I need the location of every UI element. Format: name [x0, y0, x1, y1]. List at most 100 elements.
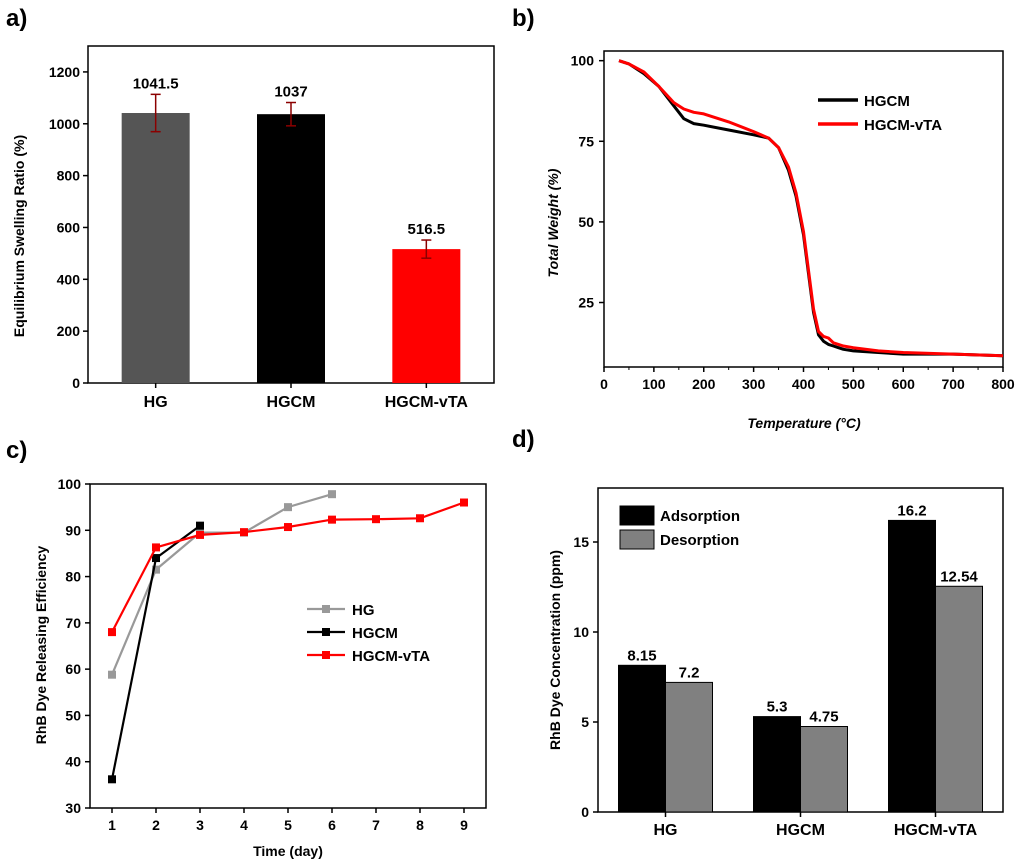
legend-label: HGCM — [352, 625, 398, 642]
xtick-label-b: 600 — [892, 376, 916, 392]
data-point-hgcm — [152, 554, 160, 563]
bar-adsorption-hgcm — [753, 716, 801, 813]
xlabel-b: Temperature (°C) — [747, 415, 861, 431]
ytick-label-c: 90 — [65, 522, 81, 538]
data-label: 516.5 — [408, 221, 446, 238]
data-point-hg — [108, 670, 116, 679]
xtick-label-c: 4 — [240, 817, 248, 833]
data-label: 8.15 — [627, 647, 656, 664]
ytick-label-c: 80 — [65, 569, 81, 585]
xtick-label-b: 0 — [600, 376, 608, 392]
legend-label: HGCM-vTA — [864, 117, 942, 134]
ytick-label-a: 600 — [57, 219, 81, 235]
xtick-label-b: 100 — [642, 376, 666, 392]
ytick-label-c: 70 — [65, 615, 81, 631]
xtick-label-c: 1 — [108, 817, 116, 833]
ytick-label-d: 15 — [573, 534, 589, 550]
category-label: HGCM — [267, 394, 316, 411]
xtick-label-c: 8 — [416, 817, 424, 833]
legend-label: Desorption — [660, 532, 739, 549]
ytick-label-b: 50 — [578, 214, 594, 230]
data-label: 7.2 — [679, 664, 700, 681]
panel-label-a: a) — [6, 5, 27, 32]
data-point-hgcm-vta — [372, 515, 380, 524]
ylabel-b: Total Weight (%) — [545, 168, 561, 277]
data-point-hgcm — [108, 775, 116, 784]
plot-frame-b — [603, 50, 1004, 368]
data-point-hgcm — [196, 521, 204, 530]
bar-hgcm-vta — [392, 249, 461, 383]
ylabel-c: RhB Dye Releasing Efficiency — [33, 546, 49, 745]
data-point-hgcm-vta — [240, 528, 248, 537]
category-label: HG — [654, 822, 678, 839]
xlabel-c: Time (day) — [253, 843, 323, 859]
ytick-label-a: 1000 — [49, 116, 80, 132]
ytick-label-a: 0 — [72, 375, 80, 391]
data-label: 12.54 — [940, 568, 978, 585]
category-label: HGCM-vTA — [894, 822, 978, 839]
bar-hgcm — [257, 114, 325, 384]
data-label: 5.3 — [767, 699, 788, 716]
ytick-label-c: 50 — [65, 707, 81, 723]
panel-label-c: c) — [6, 437, 27, 464]
data-label: 16.2 — [897, 502, 926, 519]
data-point-hgcm-vta — [328, 515, 336, 524]
data-point-hg — [328, 490, 336, 499]
data-label: 1041.5 — [133, 75, 179, 92]
ylabel-a: Equilibrium Swelling Ratio (%) — [11, 135, 27, 337]
xtick-label-b: 800 — [991, 376, 1015, 392]
data-point-hgcm-vta — [460, 498, 468, 507]
bar-adsorption-hgcm-vta — [888, 519, 936, 813]
xtick-label-b: 300 — [742, 376, 766, 392]
data-point-hgcm-vta — [196, 530, 204, 539]
data-label: 1037 — [274, 84, 307, 101]
series-line-hgcm-vta — [111, 501, 465, 633]
xtick-label-c: 6 — [328, 817, 336, 833]
data-point-hgcm-vta — [416, 514, 424, 523]
legend-marker-hg — [322, 605, 330, 613]
ytick-label-c: 40 — [65, 754, 81, 770]
ytick-label-a: 800 — [57, 168, 81, 184]
xtick-label-b: 400 — [792, 376, 816, 392]
category-label: HGCM — [776, 822, 825, 839]
xtick-label-c: 3 — [196, 817, 204, 833]
xtick-label-c: 9 — [460, 817, 468, 833]
xtick-label-c: 7 — [372, 817, 380, 833]
ytick-label-b: 100 — [571, 53, 595, 69]
ytick-label-c: 60 — [65, 661, 81, 677]
legend-swatch-adsorption — [619, 505, 655, 526]
category-label: HG — [144, 394, 168, 411]
ytick-label-b: 75 — [578, 133, 594, 149]
panel-d-concentration-chart: 0 5 10 15 8.15 7.2 HG 5.3 4.75 HGCM 16.2 12.54 HGCM-… — [573, 487, 1004, 839]
xtick-label-c: 5 — [284, 817, 292, 833]
bar-desorption-hgcm-vta — [935, 585, 983, 813]
data-label: 4.75 — [809, 709, 838, 726]
ytick-label-a: 400 — [57, 271, 81, 287]
legend-label: HGCM-vTA — [352, 648, 430, 665]
series-line-hgcm-vta — [618, 59, 1004, 358]
ytick-label-d: 10 — [573, 624, 589, 640]
legend-label: Adsorption — [660, 508, 740, 525]
series-line-hg — [110, 493, 333, 676]
panel-b-tga-chart: 0 100 200 300 400 500 600 700 800 25 50 75 100 HGCM HG… — [571, 50, 1015, 392]
category-label: HGCM-vTA — [385, 394, 469, 411]
legend-swatch-desorption — [619, 529, 655, 550]
xtick-label-c: 2 — [152, 817, 160, 833]
xtick-label-b: 200 — [692, 376, 716, 392]
legend-marker-hgcm-vta — [322, 651, 330, 659]
bar-hg — [121, 113, 190, 383]
bar-adsorption-hg — [618, 664, 666, 813]
data-point-hgcm-vta — [152, 543, 160, 552]
plot-frame-c — [89, 483, 487, 809]
xtick-label-b: 500 — [842, 376, 866, 392]
series-line-hgcm — [110, 524, 201, 780]
ytick-label-d: 5 — [581, 714, 589, 730]
legend-label: HGCM — [864, 93, 910, 110]
bar-desorption-hgcm — [800, 726, 848, 813]
ytick-label-c: 100 — [58, 476, 82, 492]
data-point-hgcm-vta — [108, 628, 116, 637]
ytick-label-a: 200 — [57, 323, 81, 339]
ytick-label-d: 0 — [581, 804, 589, 820]
ytick-label-a: 1200 — [49, 64, 80, 80]
data-point-hg — [284, 503, 292, 512]
